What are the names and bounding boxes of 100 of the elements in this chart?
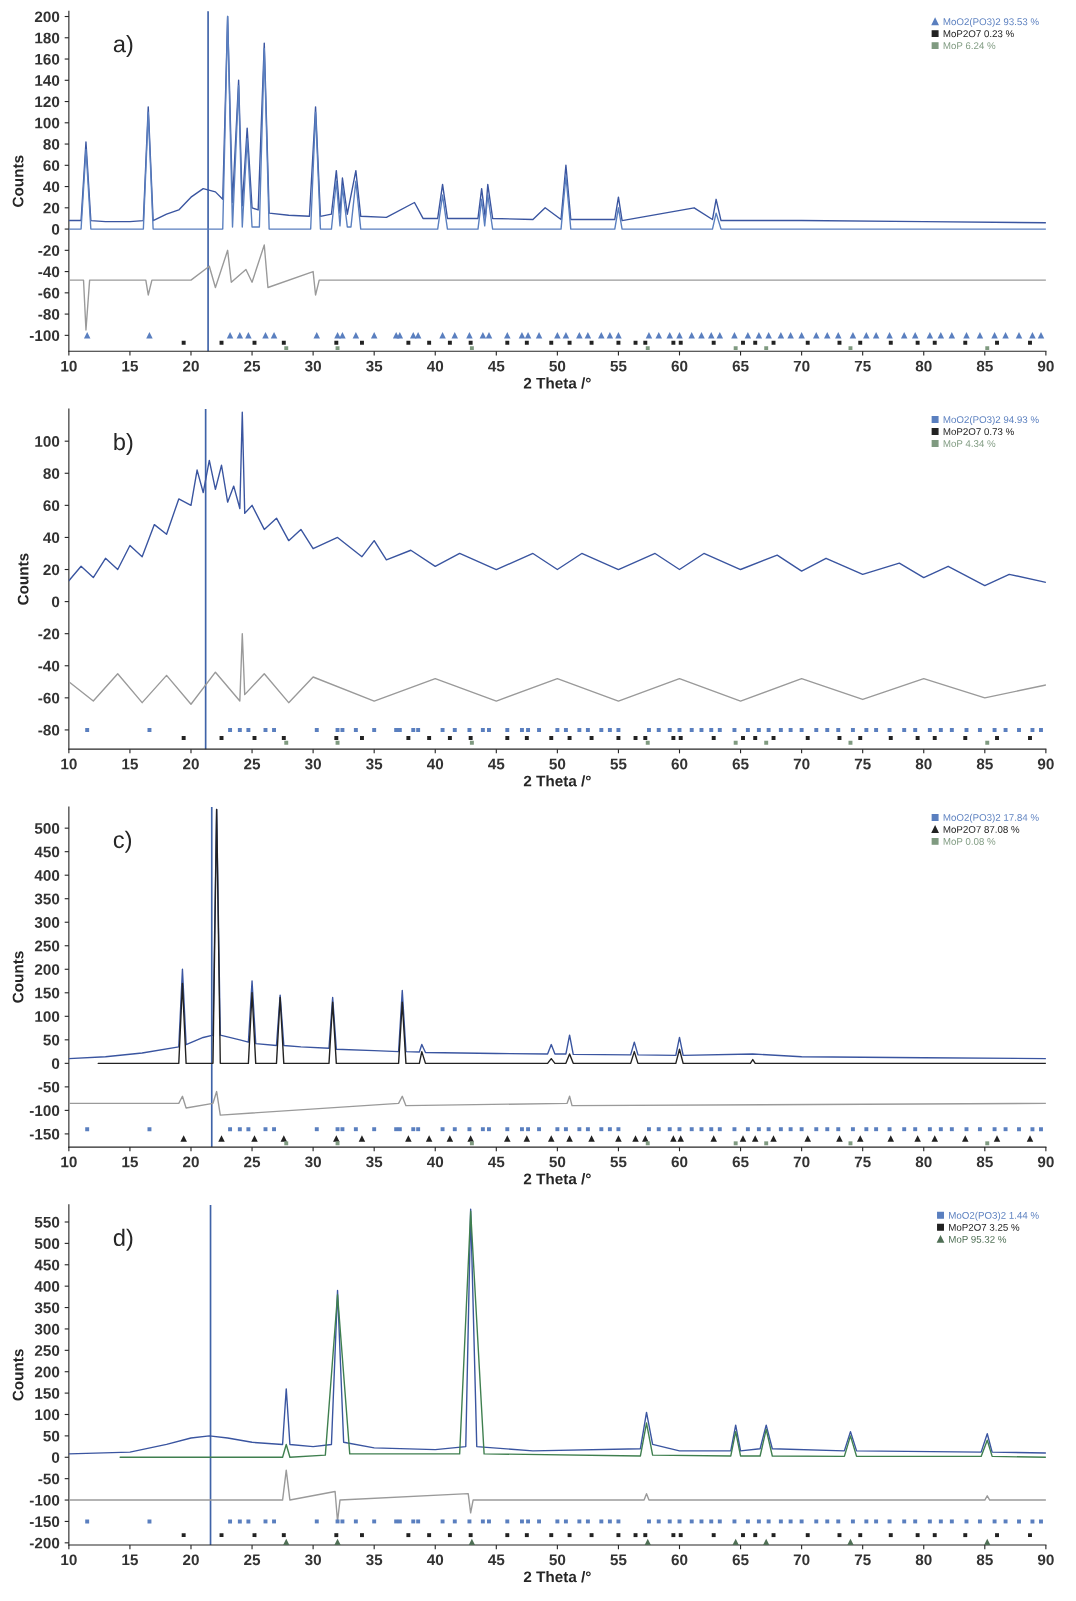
y-tick-label: -60	[38, 287, 60, 299]
x-tick-label: 15	[122, 360, 138, 372]
x-tick-label: 60	[671, 1156, 688, 1168]
text: d)	[113, 1228, 133, 1251]
x-tick-label: 60	[671, 360, 688, 372]
x-tick-label: 45	[488, 360, 505, 372]
x-tick-label: 40	[426, 1156, 444, 1168]
x-tick-label: 80	[915, 360, 932, 372]
x-tick-label: 55	[610, 1554, 627, 1566]
y-tick-label: 400	[34, 870, 60, 881]
x-tick-label: 25	[244, 1156, 261, 1168]
legend-label: MoP2O7 87.08 %	[943, 826, 1020, 833]
legend-label: MoO2(PO3)2 1.44 %	[949, 1211, 1039, 1221]
x-axis-title: 2 Theta /°	[523, 775, 591, 787]
y-tick-label: -40	[38, 266, 60, 278]
x-tick-label: 85	[976, 360, 993, 372]
legend-label: MoP 95.32 %	[949, 1235, 1007, 1243]
x-tick-label: 55	[610, 360, 627, 372]
y-tick-label: 60	[43, 160, 60, 171]
y-tick-label: -20	[38, 628, 60, 640]
line-series	[68, 632, 1046, 705]
x-tick-label: 20	[183, 758, 199, 770]
y-tick-label: -150	[29, 1128, 60, 1140]
x-tick-label: 30	[304, 360, 321, 372]
x-tick-label: 65	[732, 758, 749, 770]
y-tick-label: 150	[35, 1387, 60, 1399]
x-tick-label: 40	[426, 1554, 444, 1566]
x-tick-label: 85	[976, 1554, 993, 1566]
y-tick-label: 40	[43, 532, 60, 544]
x-tick-label: 50	[549, 1554, 566, 1566]
legend-label: MoP 0.08 %	[943, 838, 996, 845]
text: b)	[114, 432, 133, 455]
x-tick-label: 20	[183, 360, 199, 372]
x-tick-label: 10	[61, 1156, 77, 1168]
x-tick-label: 70	[793, 360, 810, 372]
y-tick-label: 0	[51, 1058, 60, 1070]
x-tick-label: 80	[915, 1156, 932, 1168]
legend-label: MoP2O7 0.73 %	[943, 428, 1014, 436]
legend-label: MoO2(PO3)2 93.53 %	[943, 18, 1039, 28]
y-tick-label: -150	[29, 1516, 60, 1528]
x-tick-label: 25	[244, 1554, 261, 1566]
x-tick-label: 30	[304, 1156, 321, 1168]
y-tick-label: -60	[38, 692, 60, 704]
y-tick-label: 60	[43, 500, 60, 512]
y-tick-label: 140	[35, 75, 60, 86]
y-tick-label: -50	[38, 1081, 60, 1093]
line-series	[68, 1090, 1046, 1116]
y-tick-label: 80	[43, 468, 60, 479]
x-tick-label: 85	[976, 758, 993, 770]
legend-label: MoP2O7 3.25 %	[949, 1223, 1020, 1231]
x-tick-label: 50	[549, 360, 566, 372]
y-tick-label: -100	[29, 1105, 60, 1117]
y-tick-label: 300	[34, 1323, 60, 1335]
x-tick-label: 75	[854, 1156, 871, 1168]
x-tick-label: 25	[244, 360, 261, 372]
x-tick-label: 85	[976, 1156, 993, 1168]
y-tick-label: 400	[34, 1281, 60, 1292]
x-tick-label: 35	[366, 360, 383, 372]
x-tick-label: 60	[671, 758, 688, 770]
legend-label: MoP 4.34 %	[943, 440, 996, 448]
y-tick-label: 350	[34, 893, 60, 905]
y-tick-label: -200	[29, 1537, 60, 1549]
text: a)	[113, 35, 133, 58]
text: c)	[113, 830, 132, 853]
y-tick-label: 0	[51, 1452, 60, 1463]
x-tick-label: 35	[366, 758, 383, 770]
y-tick-label: 100	[35, 117, 60, 129]
x-tick-label: 75	[854, 1554, 871, 1566]
y-tick-label: 40	[43, 181, 60, 193]
y-tick-label: 200	[34, 964, 60, 975]
y-tick-label: -80	[38, 724, 60, 736]
x-tick-label: 90	[1037, 1554, 1054, 1566]
y-tick-label: 20	[43, 202, 60, 214]
y-axis-title: Counts	[12, 1349, 24, 1401]
x-tick-label: 10	[61, 360, 77, 372]
y-tick-label: -20	[38, 245, 60, 257]
x-tick-label: 20	[183, 1156, 199, 1168]
y-tick-label: 300	[34, 917, 60, 928]
y-tick-label: 200	[34, 11, 60, 23]
x-tick-label: 80	[915, 758, 932, 770]
y-axis-title: Counts	[12, 951, 24, 1003]
y-tick-label: 50	[43, 1034, 60, 1046]
y-tick-label: 450	[34, 846, 60, 858]
x-tick-label: 10	[61, 1554, 77, 1566]
y-tick-label: 20	[43, 564, 60, 576]
x-tick-label: 55	[610, 1156, 627, 1168]
x-tick-label: 70	[793, 758, 810, 770]
x-tick-label: 65	[732, 1554, 749, 1566]
x-tick-label: 30	[304, 1554, 321, 1566]
y-tick-label: 250	[34, 940, 60, 952]
x-tick-label: 70	[793, 1554, 810, 1566]
y-tick-label: -100	[29, 330, 60, 342]
x-tick-label: 20	[183, 1554, 199, 1566]
line-series	[68, 411, 1046, 587]
y-tick-label: 80	[43, 138, 60, 150]
x-tick-label: 90	[1037, 360, 1054, 372]
x-tick-label: 65	[732, 1156, 749, 1168]
y-tick-label: 100	[35, 1011, 60, 1022]
x-tick-label: 55	[610, 758, 627, 770]
x-tick-label: 40	[426, 758, 444, 770]
